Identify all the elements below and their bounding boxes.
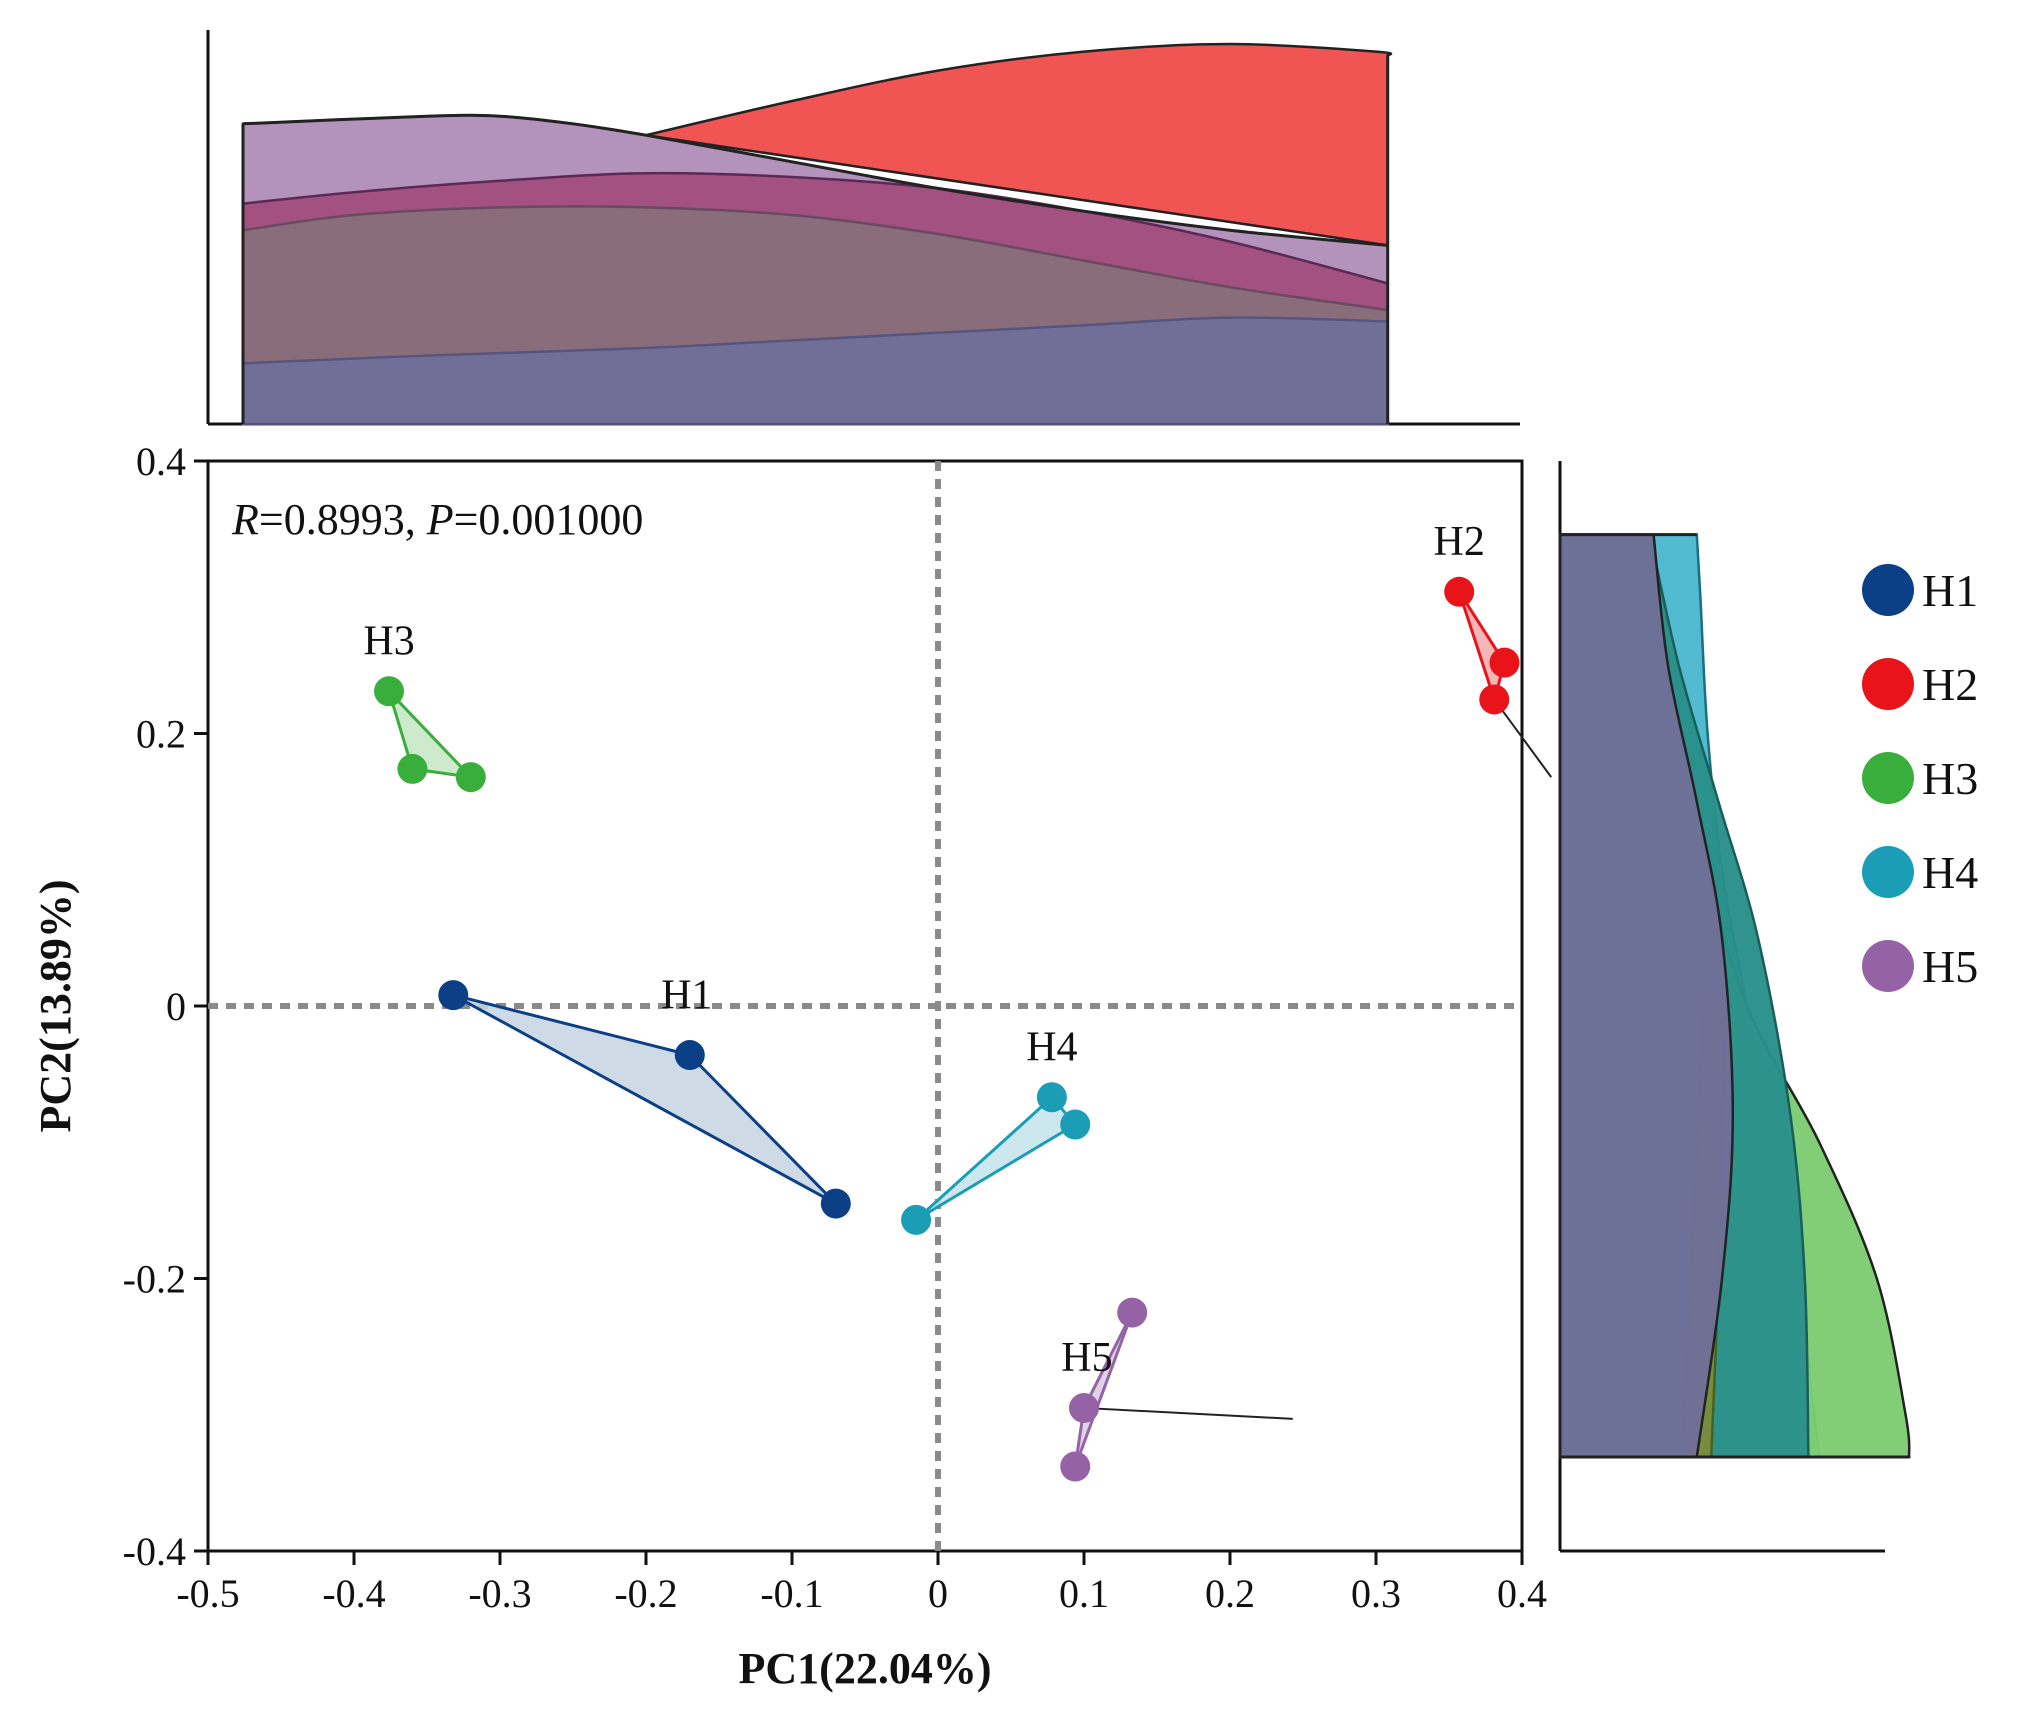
top-density-h2 xyxy=(645,42,1393,247)
top-density-edges xyxy=(241,55,1390,424)
point-h4 xyxy=(1060,1109,1091,1140)
point-h3 xyxy=(374,676,405,707)
legend-label-h3: H3 xyxy=(1922,753,1978,804)
series-h2: H2 xyxy=(1434,519,1520,715)
x-tick-label: -0.5 xyxy=(176,1571,239,1616)
x-tick-label: 0.1 xyxy=(1059,1571,1109,1616)
x-tick-label: 0 xyxy=(928,1571,948,1616)
point-h1 xyxy=(820,1188,851,1219)
legend: H1 H2 H3 H4 H5 xyxy=(1862,564,1978,992)
point-h3 xyxy=(455,762,486,793)
hull-h2 xyxy=(1457,590,1506,701)
right-density-h1 xyxy=(1558,533,1735,1459)
annotations: R=0.8993, P=0.001000 PC1(22.04%) PC2(13.… xyxy=(31,495,991,1693)
x-tick-label: -0.2 xyxy=(614,1571,677,1616)
x-axis-title: PC1(22.04%) xyxy=(739,1644,992,1693)
top-density-h1 xyxy=(241,316,1389,426)
x-tick-label: 0.3 xyxy=(1351,1571,1401,1616)
x-tick-label: 0.2 xyxy=(1205,1571,1255,1616)
axes: -0.5 -0.4 -0.3 -0.2 -0.1 0 0.1 0.2 0.3 0.4-0.4-0.… xyxy=(123,439,1547,1616)
hull-h5 xyxy=(1073,1311,1134,1468)
group-label-h1: H1 xyxy=(661,973,712,1019)
series-h1: H1 xyxy=(438,973,851,1219)
point-h2 xyxy=(1479,684,1510,715)
right-marginal-density xyxy=(1558,461,1911,1553)
series-h3: H3 xyxy=(363,618,486,793)
legend-swatch-h2 xyxy=(1862,658,1914,710)
point-h1 xyxy=(674,1040,705,1071)
group-label-h2: H2 xyxy=(1434,519,1485,565)
r-symbol: R xyxy=(231,495,259,544)
legend-swatch-h5 xyxy=(1862,940,1914,992)
point-h4 xyxy=(1036,1082,1067,1113)
hull-h4 xyxy=(914,1095,1077,1222)
legend-swatch-h4 xyxy=(1862,846,1914,898)
group-label-h3: H3 xyxy=(363,618,414,664)
stat-annotation: R=0.8993, P=0.001000 xyxy=(231,495,643,544)
y-tick-label: 0.4 xyxy=(136,439,186,484)
y-tick-label: -0.4 xyxy=(123,1529,186,1574)
p-value: =0.001000 xyxy=(454,495,644,544)
point-h3 xyxy=(397,753,428,784)
point-h5 xyxy=(1060,1451,1091,1482)
legend-label-h2: H2 xyxy=(1922,659,1978,710)
x-tick-label: 0.4 xyxy=(1497,1571,1547,1616)
top-marginal-density xyxy=(206,30,1520,426)
group-label-h5: H5 xyxy=(1061,1335,1112,1381)
series-h5: H5 xyxy=(1060,1297,1148,1482)
y-tick-label: 0.2 xyxy=(136,712,186,757)
connector-line-h5 xyxy=(1083,1406,1293,1420)
p-symbol: P xyxy=(426,495,454,544)
y-tick-label: 0 xyxy=(166,984,186,1029)
legend-swatch-h3 xyxy=(1862,752,1914,804)
top-density-outline-h5 xyxy=(242,113,1388,247)
point-h2 xyxy=(1444,576,1475,607)
point-h5 xyxy=(1069,1392,1099,1423)
group-label-h4: H4 xyxy=(1026,1025,1077,1071)
data-series: H1 H2 H3 H4 H5 xyxy=(363,519,1553,1482)
x-tick-label: -0.3 xyxy=(468,1571,531,1616)
y-tick-label: -0.2 xyxy=(123,1257,186,1302)
x-tick-label: -0.4 xyxy=(322,1571,385,1616)
point-h5 xyxy=(1117,1297,1148,1328)
series-h4: H4 xyxy=(901,1025,1091,1235)
legend-swatch-h1 xyxy=(1862,564,1914,616)
r-value: =0.8993, xyxy=(259,495,427,544)
legend-label-h5: H5 xyxy=(1922,941,1978,992)
legend-label-h4: H4 xyxy=(1922,847,1978,898)
point-h2 xyxy=(1489,647,1520,678)
legend-label-h1: H1 xyxy=(1922,565,1978,616)
connector-line-h2 xyxy=(1493,698,1553,778)
hull-h1 xyxy=(451,993,838,1206)
x-tick-label: -0.1 xyxy=(760,1571,823,1616)
point-h1 xyxy=(438,980,469,1011)
point-h4 xyxy=(901,1204,932,1235)
y-axis-title: PC2(13.89%) xyxy=(31,880,80,1133)
